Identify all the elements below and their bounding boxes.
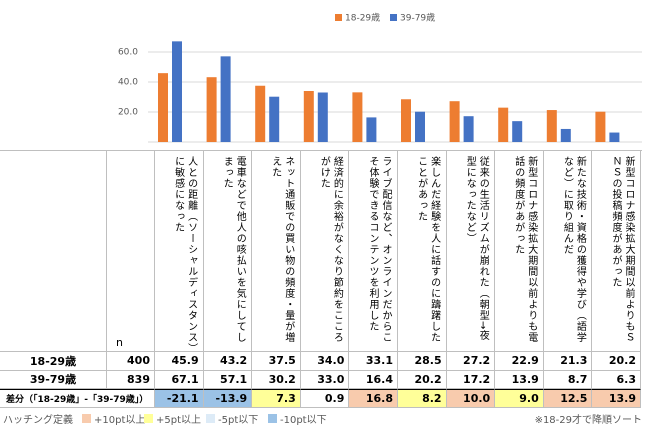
bar (206, 77, 217, 142)
category-label: 新型コロナ感染拡大期間以前よりもＳＮＳの投稿頻度があがった (592, 150, 641, 352)
y-tick-label: 20.0 (118, 108, 138, 118)
category-label: ネット通販での買い物の頻度・量が増えた (252, 150, 301, 352)
value-cell: 33.0 (300, 370, 350, 389)
hatching-swatch (268, 414, 277, 423)
value-cell: 20.2 (592, 352, 641, 371)
value-cell: 22.9 (495, 352, 544, 371)
hatching-item: -5pt以下 (218, 415, 259, 426)
bar (463, 116, 474, 142)
category-label: 従来の生活リズムが崩れた（朝型→夜型になったなど） (446, 150, 496, 352)
hatching-swatch (206, 414, 215, 423)
value-cell: 43.2 (203, 352, 253, 371)
bar (560, 128, 571, 142)
value-cell: 45.9 (155, 352, 204, 371)
value-cell: 13.9 (495, 370, 544, 389)
bar (415, 111, 425, 142)
value-cell: 17.2 (446, 370, 496, 389)
value-cell: 30.2 (252, 370, 301, 389)
chart: 20.0 40.0 60.0 18-29歳 39-79歳 (118, 12, 642, 143)
bar (498, 107, 509, 142)
n-value: 839 (107, 370, 155, 389)
value-cell: 21.3 (543, 352, 593, 371)
value-cell: 8.7 (543, 370, 593, 389)
bar (255, 85, 266, 142)
bar (512, 121, 523, 142)
legend-swatch (390, 14, 397, 21)
hatching-swatch (82, 414, 91, 423)
diff-cell: 12.5 (543, 389, 593, 408)
note: ※18-29才で降順ソート (534, 415, 642, 426)
category-label: 楽しんだ経験を人に話すのに躊躇したことがあった (398, 150, 447, 352)
value-cell: 67.1 (155, 370, 204, 389)
row-label: 39-79歳 (0, 370, 107, 389)
value-cell: 20.2 (398, 370, 447, 389)
legend-label: 39-79歳 (400, 12, 435, 24)
header-blank (0, 150, 107, 352)
y-tick-label: 60.0 (118, 48, 138, 58)
hatching-item: +10pt以上 (94, 415, 146, 426)
value-cell: 28.5 (398, 352, 447, 371)
category-label: 経済的に余裕がなくなり節約をこころがけた (300, 150, 350, 352)
diff-label: 差分（「18-29歳」-「39-79歳」） (0, 389, 155, 408)
bar (401, 99, 411, 142)
bar (366, 117, 377, 142)
legend-label: 18-29歳 (345, 12, 380, 24)
bar (303, 91, 314, 142)
n-label: n (116, 336, 123, 349)
bar (317, 92, 328, 142)
n-value: 400 (107, 352, 155, 371)
diff-cell: 9.0 (495, 389, 544, 408)
bar (352, 92, 363, 142)
row-label: 18-29歳 (0, 352, 107, 371)
bar (595, 111, 606, 142)
value-cell: 16.4 (349, 370, 398, 389)
legend-swatch (335, 14, 342, 21)
category-label: 電車などで他人の咳払いを気にしてしまった (203, 150, 253, 352)
value-cell: 34.0 (300, 352, 350, 371)
diff-cell: 7.3 (252, 389, 301, 408)
hatching-item: +5pt以上 (156, 415, 202, 426)
bar (158, 73, 168, 142)
diff-cell: 8.2 (398, 389, 447, 408)
y-tick-label: 40.0 (118, 78, 138, 88)
n-header (107, 150, 155, 352)
bar (220, 56, 231, 142)
diff-cell: -21.1 (155, 389, 204, 408)
diff-cell: 0.9 (300, 389, 350, 408)
diff-cell: 10.0 (446, 389, 496, 408)
bar (172, 41, 182, 142)
hatching-swatch (144, 414, 153, 423)
value-cell: 57.1 (203, 370, 253, 389)
value-cell: 33.1 (349, 352, 398, 371)
bar (609, 132, 620, 142)
table-top-border (0, 150, 642, 151)
value-cell: 6.3 (592, 370, 641, 389)
diff-cell: -13.9 (203, 389, 253, 408)
value-cell: 27.2 (446, 352, 496, 371)
bar (546, 110, 557, 142)
diff-cell: 16.8 (349, 389, 398, 408)
hatching-label: ハッチング定義 (3, 415, 73, 426)
category-label: 新たな技術・資格の獲得や学び（語学など）に取り組んだ (543, 150, 593, 352)
category-label: 人との距離（ソーシャルディスタンス）に敏感になった (155, 150, 204, 352)
bar (449, 101, 460, 142)
category-label: ライブ配信など、オンラインだからこそ体験できるコンテンツを利用した (349, 150, 398, 352)
hatching-item: -10pt以下 (280, 415, 327, 426)
diff-cell: 13.9 (592, 389, 641, 408)
value-cell: 37.5 (252, 352, 301, 371)
bar (269, 96, 280, 142)
category-label: 新型コロナ感染拡大期間以前よりも電話の頻度があがった (495, 150, 544, 352)
